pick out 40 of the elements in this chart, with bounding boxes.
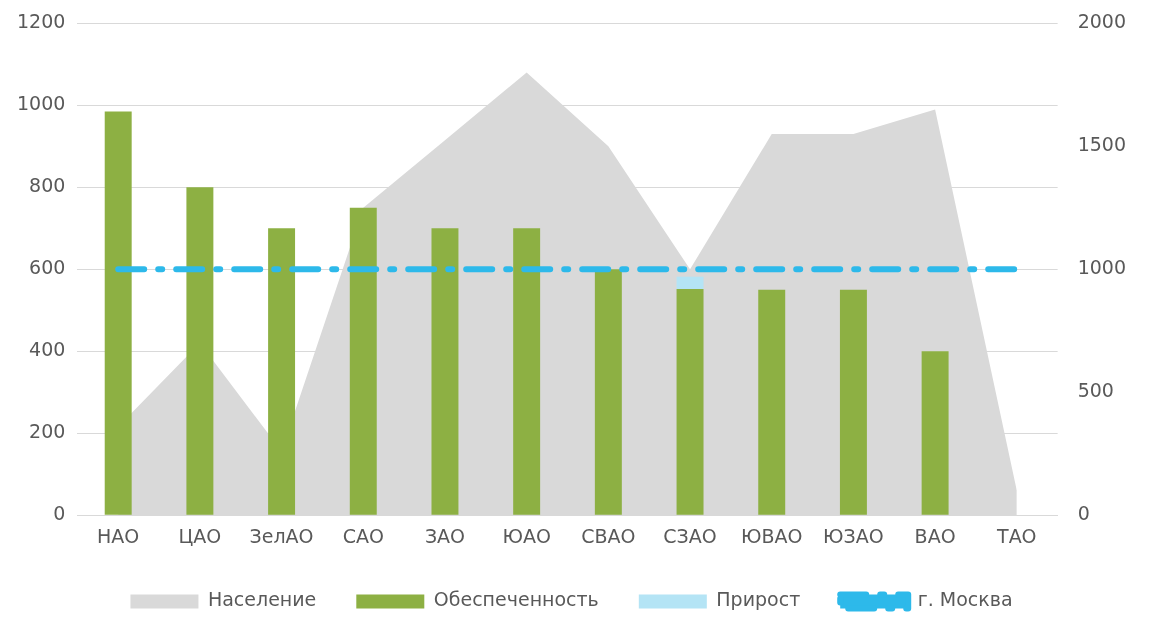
x-tick-label: ЮВАО	[740, 524, 803, 547]
x-tick-label: ЗАО	[424, 524, 466, 547]
x-tick-label: ВАО	[914, 524, 956, 547]
bar	[594, 269, 622, 515]
bar	[676, 288, 704, 515]
bar	[104, 111, 132, 515]
bar	[431, 228, 459, 515]
y2-tick-label: 500	[1077, 379, 1114, 402]
bar	[268, 228, 296, 515]
y2-tick-label: 1500	[1077, 133, 1127, 156]
y-tick-label: 800	[29, 174, 66, 197]
bar	[676, 276, 704, 289]
x-tick-label: ЮЗАО	[823, 524, 884, 547]
x-tick-label: ЦАО	[178, 524, 222, 547]
x-tick-label: САО	[342, 524, 384, 547]
y2-tick-label: 0	[1077, 502, 1090, 525]
y-tick-label: 400	[29, 338, 66, 361]
bar	[513, 228, 541, 515]
y2-tick-label: 1000	[1077, 256, 1127, 279]
y2-tick-label: 2000	[1077, 10, 1127, 33]
x-tick-label: ЮАО	[502, 524, 551, 547]
y-tick-label: 0	[53, 502, 66, 525]
x-tick-label: ЗелАО	[249, 524, 314, 547]
y-tick-label: 1000	[16, 92, 66, 115]
bar	[921, 351, 949, 515]
bar	[839, 289, 867, 515]
x-tick-label: НАО	[97, 524, 140, 547]
bar	[349, 207, 377, 515]
x-tick-label: СЗАО	[663, 524, 717, 547]
bar	[758, 289, 786, 515]
y-tick-label: 200	[29, 420, 66, 443]
x-tick-label: ТАО	[996, 524, 1037, 547]
y-tick-label: 1200	[16, 10, 66, 33]
legend-label: Население	[207, 588, 317, 611]
bar	[186, 187, 214, 515]
y-tick-label: 600	[29, 256, 66, 279]
x-tick-label: СВАО	[581, 524, 636, 547]
legend-label: Обеспеченность	[433, 588, 599, 611]
legend-label: г. Москва	[917, 588, 1013, 611]
legend-label: Прирост	[716, 588, 801, 611]
